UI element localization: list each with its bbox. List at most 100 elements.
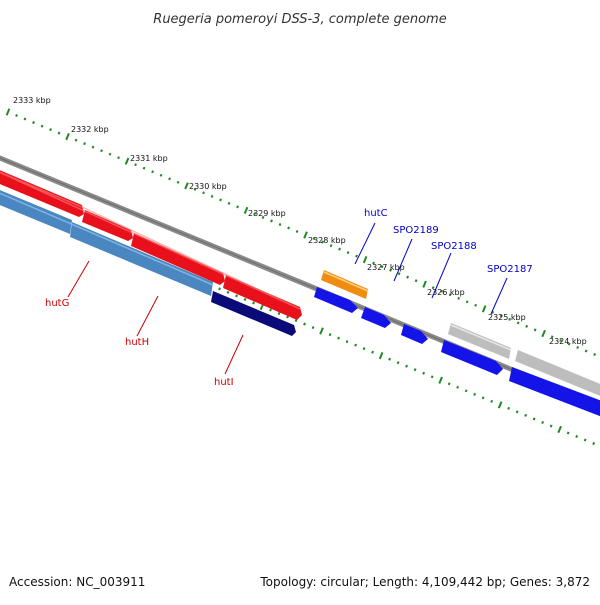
ruler-upper-minor-tick	[525, 324, 529, 328]
ruler-upper-minor-tick	[355, 254, 358, 258]
ruler-lower-minor-tick	[294, 319, 298, 322]
gene-track-right	[314, 270, 600, 420]
ruler-upper-minor-tick	[49, 128, 52, 132]
gene-feature-blue-5[interactable]	[509, 367, 600, 420]
gene-feature-hutC-sheen	[323, 271, 369, 292]
leader-hutC	[354, 222, 376, 265]
ruler-upper-minor-tick	[236, 205, 239, 209]
ruler-tick-label: 2329 kbp	[248, 209, 286, 218]
gene-feature-blue-1[interactable]	[314, 287, 358, 313]
ruler-lower-minor-tick	[371, 350, 375, 354]
ruler-upper-minor-tick	[321, 240, 324, 244]
gene-feature-blue-3[interactable]	[401, 324, 428, 344]
ruler-lower-minor-tick	[303, 322, 306, 326]
ruler-upper-minor-tick	[576, 346, 580, 349]
ruler-lower-minor-tick	[311, 326, 315, 330]
ruler-lower-minor-tick	[422, 371, 426, 375]
ruler-upper-major-tick	[243, 206, 249, 214]
ruler-lower-minor-tick	[269, 308, 272, 312]
ruler-upper-minor-tick	[219, 198, 222, 202]
gene-track-red-sheen	[0, 171, 301, 310]
gene-label-hutG[interactable]: hutG	[45, 298, 69, 309]
ruler-lower-major-tick	[438, 376, 443, 384]
ruler-upper-minor-tick	[499, 314, 503, 318]
ruler-upper-minor-tick	[397, 272, 401, 276]
gene-label-hutI[interactable]: hutI	[214, 377, 234, 388]
ruler-upper-minor-tick	[593, 353, 597, 356]
ruler-lower-minor-tick	[575, 435, 579, 438]
ruler-upper-minor-tick	[227, 201, 231, 205]
ruler-lower-minor-tick	[541, 421, 545, 424]
ruler-upper-minor-tick	[559, 339, 563, 342]
ruler-upper-minor-tick	[414, 279, 418, 283]
gene-track-steel-sheen	[0, 192, 214, 286]
ruler-upper-minor-tick	[380, 265, 384, 269]
gene-label-SPO2187[interactable]: SPO2187	[487, 264, 533, 275]
ruler-upper-minor-tick	[372, 261, 376, 265]
gene-feature-red-4[interactable]	[223, 275, 302, 320]
gene-feature-hutC[interactable]	[321, 270, 368, 299]
ruler-upper-minor-tick	[533, 328, 537, 332]
leader-SPO2189	[393, 238, 413, 282]
ruler-lower-minor-tick	[532, 417, 536, 421]
gene-label-hutH[interactable]: hutH	[125, 337, 149, 348]
gene-feature-red-2[interactable]	[82, 210, 133, 241]
ruler-lower-major-tick	[319, 327, 324, 335]
ruler-upper-minor-tick	[516, 321, 520, 325]
ruler-upper-minor-tick	[32, 121, 35, 125]
ruler-upper-minor-tick	[261, 215, 265, 219]
ruler-upper-major-tick	[124, 157, 130, 165]
ruler-lower-minor-tick	[515, 410, 519, 414]
gene-feature-navy[interactable]	[211, 291, 296, 336]
ruler-upper-minor-tick	[151, 170, 154, 174]
gene-track-forward-red	[0, 170, 302, 320]
genome-summary-text: Topology: circular; Length: 4,109,442 bp…	[259, 575, 590, 589]
gene-feature-gray-2[interactable]	[515, 350, 600, 400]
gene-label-hutC[interactable]: hutC	[364, 208, 388, 219]
ruler-tick-label: 2332 kbp	[71, 125, 109, 134]
ruler-lower-minor-tick	[583, 438, 587, 442]
ruler-upper-minor-tick	[550, 335, 554, 339]
ruler-upper-minor-tick	[40, 124, 44, 128]
ruler-lower-minor-tick	[481, 396, 485, 400]
ruler-upper-minor-tick	[431, 286, 435, 290]
ruler-upper-major-tick	[303, 231, 308, 239]
gene-feature-red-3[interactable]	[131, 233, 225, 285]
ruler-upper-minor-tick	[491, 310, 495, 314]
ruler-upper-minor-tick	[23, 117, 27, 121]
gene-label-SPO2189[interactable]: SPO2189	[393, 225, 439, 236]
gene-feature-blue-2[interactable]	[361, 307, 391, 328]
ruler-upper-minor-tick	[108, 152, 112, 156]
ruler-lower-minor-tick	[345, 340, 349, 344]
ruler-lower-minor-tick	[218, 287, 221, 291]
gene-feature-SPO2187[interactable]	[441, 340, 503, 375]
ruler-upper-minor-tick	[100, 149, 103, 153]
gene-feature-gray-1[interactable]	[448, 323, 511, 359]
ruler-upper-major-tick	[65, 133, 70, 141]
ruler-lower-minor-tick	[286, 315, 289, 319]
gene-track-forward-blue	[0, 190, 296, 336]
ruler-upper-minor-tick	[329, 244, 333, 248]
ruler-lower-minor-tick	[354, 343, 358, 347]
gene-label-SPO2188[interactable]: SPO2188	[431, 241, 477, 252]
ruler-upper-major-tick	[541, 329, 546, 338]
ruler-lower-minor-tick	[507, 406, 511, 410]
ruler-lower-minor-tick	[243, 297, 247, 301]
ruler-upper-minor-tick	[15, 113, 18, 118]
gene-feature-steel-2[interactable]	[70, 222, 213, 296]
ruler-upper-minor-tick	[287, 226, 290, 230]
gene-feature-gray-sheen	[450, 324, 512, 351]
ruler-upper-minor-tick	[465, 300, 469, 304]
ruler-upper-minor-tick	[406, 275, 410, 279]
ruler-lower-minor-tick	[413, 368, 417, 372]
ruler-upper-minor-tick	[91, 145, 95, 149]
ruler-lower-major-tick	[557, 425, 562, 434]
ruler-lower-minor-tick	[235, 294, 238, 298]
ruler-tick-label: 2330 kbp	[189, 182, 227, 191]
ruler-lower-minor-tick	[464, 389, 468, 393]
ruler-upper-minor-tick	[83, 142, 86, 146]
ruler-lower-minor-tick	[396, 361, 400, 365]
ruler-lower-major-tick	[497, 401, 503, 409]
